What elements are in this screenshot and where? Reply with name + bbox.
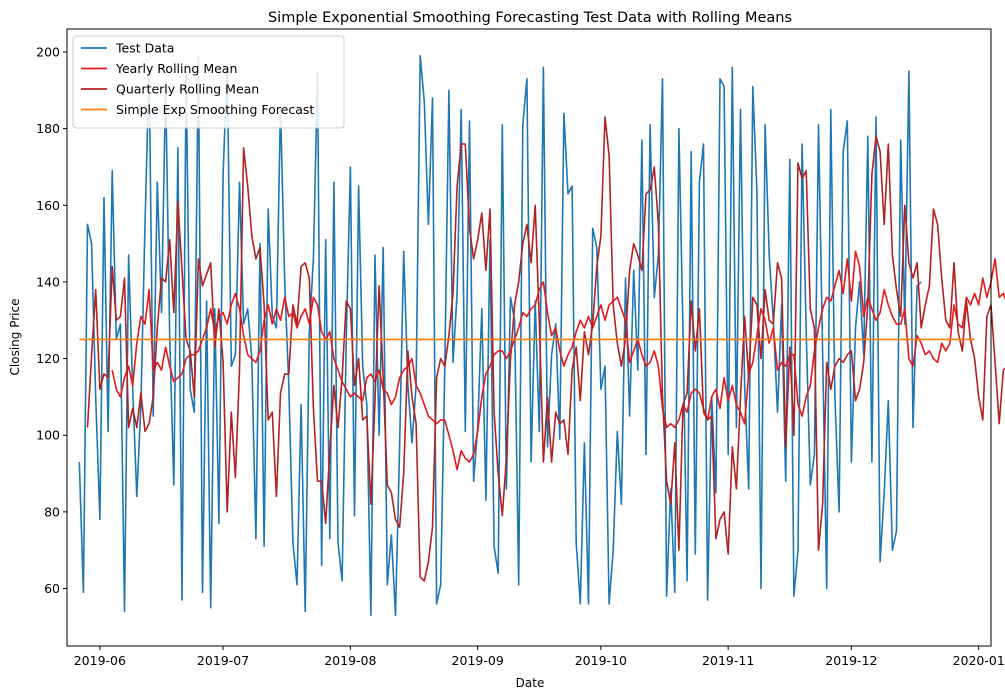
axes-frame [66,28,992,647]
x-axis-label: Date [516,676,545,690]
y-tick-label: 200 [36,44,60,59]
x-tick-label: 2019-07 [197,653,249,668]
series-layer [78,54,1005,617]
x-tick-label: 2019-11 [702,653,754,668]
x-tick-label: 2019-10 [575,653,627,668]
chart-title: Simple Exponential Smoothing Forecasting… [268,10,792,26]
plot-area [66,28,992,647]
y-tick-label: 60 [44,581,60,596]
series-line-yearly-rolling-mean [111,250,1005,471]
legend-label: Yearly Rolling Mean [115,61,237,76]
x-axis-ticks: 2019-06 2019-07 2019-08 2019-09 2019-10 2019-… [74,646,1005,668]
legend: Test Data Yearly Rolling Mean Quarterly Ro… [72,35,345,129]
x-tick-label: 2019-08 [324,653,376,668]
y-tick-label: 100 [36,428,60,443]
y-tick-label: 180 [36,121,60,136]
series-line-test-data [78,54,922,617]
x-tick-label: 2019-09 [452,653,504,668]
x-tick-label: 2020-01 [953,653,1005,668]
y-tick-label: 140 [36,274,60,289]
legend-label: Test Data [115,41,174,56]
series-line-quarterly-rolling-mean [86,116,1005,582]
y-tick-label: 120 [36,351,60,366]
y-tick-label: 160 [36,198,60,213]
legend-label: Simple Exp Smoothing Forecast [116,102,314,117]
x-tick-label: 2019-06 [74,653,126,668]
legend-box [72,35,345,129]
x-tick-label: 2019-12 [825,653,877,668]
legend-label: Quarterly Rolling Mean [116,82,259,97]
y-axis-label: Closing Price [8,299,22,376]
y-tick-label: 80 [44,504,60,519]
y-axis-ticks: 60 80 100 120 140 160 180 200 [36,44,67,596]
